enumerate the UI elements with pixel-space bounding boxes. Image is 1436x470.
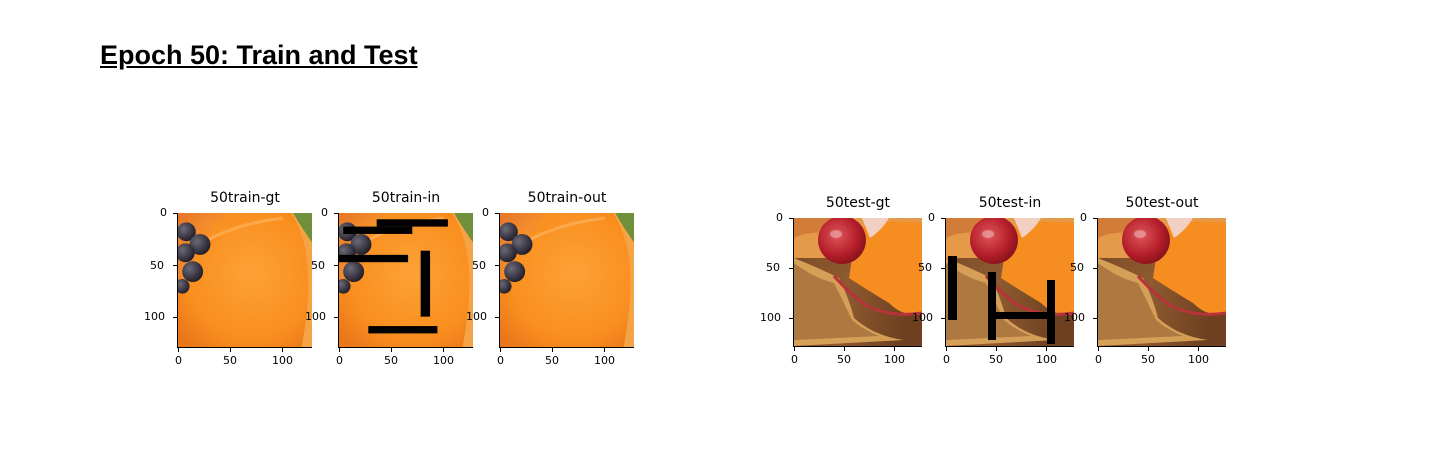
x-tick-label: 0 [336,354,343,367]
y-tick-label: 100 [912,311,933,324]
x-tick-label: 100 [272,354,293,367]
y-tick-label: 50 [1070,261,1084,274]
x-tick-label: 100 [433,354,454,367]
y-tick-label: 50 [766,261,780,274]
image-plot [946,218,1074,346]
x-tick-label: 100 [884,353,905,366]
y-tick-label: 100 [305,310,326,323]
x-tick-label: 0 [943,353,950,366]
y-tick-label: 50 [472,259,486,272]
x-tick-label: 50 [989,353,1003,366]
y-tick-label: 0 [928,211,935,224]
image-plot [1098,218,1226,346]
x-tick-label: 50 [384,354,398,367]
y-tick-label: 0 [776,211,783,224]
image-plot [794,218,922,346]
x-tick-label: 50 [223,354,237,367]
y-tick-label: 0 [321,206,328,219]
x-tick-label: 50 [545,354,559,367]
y-tick-label: 100 [466,310,487,323]
panel-title: 50test-gt [825,195,891,211]
panel-title: 50test-in [978,195,1042,211]
x-tick-label: 100 [1188,353,1209,366]
x-tick-label: 100 [594,354,615,367]
image-plot [500,213,634,347]
y-tick-label: 0 [482,206,489,219]
x-tick-label: 0 [791,353,798,366]
panel-title: 50train-out [527,190,607,206]
y-tick-label: 50 [150,259,164,272]
x-tick-label: 0 [1095,353,1102,366]
y-tick-label: 50 [311,259,325,272]
y-tick-label: 50 [918,261,932,274]
y-tick-label: 0 [1080,211,1087,224]
page-heading: Epoch 50: Train and Test [100,40,418,70]
image-plot [339,213,473,347]
x-tick-label: 50 [837,353,851,366]
x-tick-label: 50 [1141,353,1155,366]
y-tick-label: 100 [760,311,781,324]
image-plot [178,213,312,347]
panel-title: 50train-gt [210,190,280,206]
y-tick-label: 0 [160,206,167,219]
y-tick-label: 100 [1064,311,1085,324]
x-tick-label: 0 [175,354,182,367]
x-tick-label: 100 [1036,353,1057,366]
panel-title: 50test-out [1125,195,1199,211]
panel-title: 50train-in [371,190,441,206]
y-tick-label: 100 [144,310,165,323]
x-tick-label: 0 [497,354,504,367]
